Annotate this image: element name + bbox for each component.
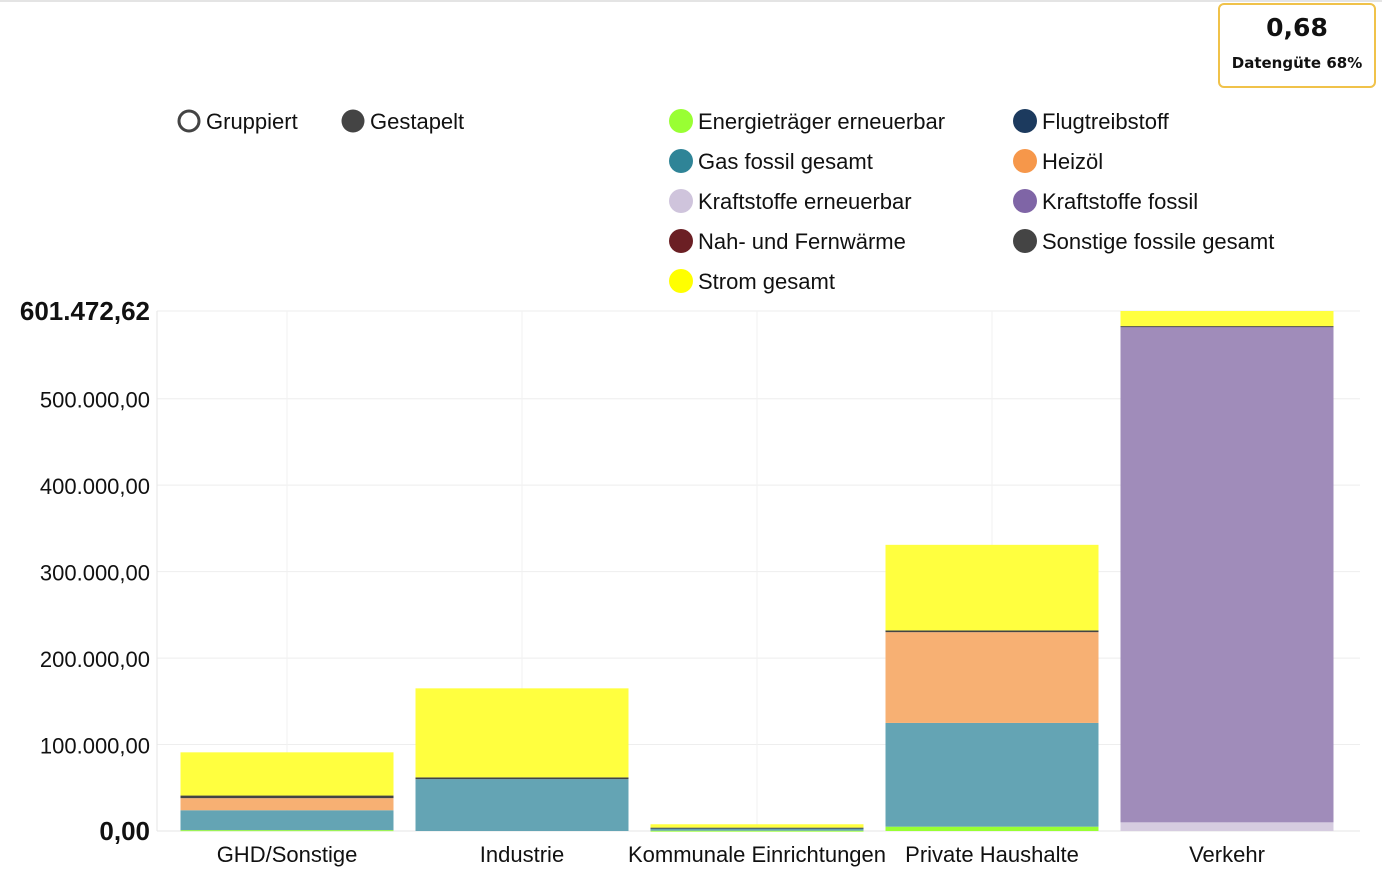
mode-option-label: Gruppiert [206, 109, 298, 134]
bar-segment-verkehr-kraftstoffe-fossil[interactable] [1120, 326, 1334, 823]
bars [180, 311, 1334, 832]
bar-segment-ghd-sonstige-sonstige-fossile-gesamt[interactable] [180, 795, 394, 799]
data-quality-card: 0,68 Datengüte 68% [1218, 3, 1376, 88]
legend-item-gas-fossil-gesamt[interactable]: Gas fossil gesamt [669, 149, 873, 174]
data-quality-value: 0,68 [1266, 13, 1328, 42]
legend-swatch-icon [669, 189, 693, 213]
y-tick-label: 400.000,00 [40, 474, 150, 499]
y-tick-label: 0,00 [99, 816, 150, 846]
bar-segment-ghd-sonstige-heiz-l[interactable] [180, 798, 394, 811]
data-quality-label: Datengüte 68% [1231, 54, 1363, 72]
bar-segment-industrie-gas-fossil-gesamt[interactable] [415, 779, 629, 831]
x-tick-label: Industrie [480, 842, 564, 867]
bar-segment-kommunale-einrichtungen-gas-fossil-gesamt[interactable] [650, 828, 864, 831]
mode-option-gruppiert[interactable]: Gruppiert [177, 109, 298, 134]
bar-segment-industrie-strom-gesamt[interactable] [415, 688, 629, 778]
legend-swatch-icon [669, 269, 693, 293]
legend-swatch-icon [1013, 229, 1037, 253]
legend-item-kraftstoffe-erneuerbar[interactable]: Kraftstoffe erneuerbar [669, 189, 912, 214]
legend-swatch-icon [1013, 149, 1037, 173]
legend-swatch-icon [1013, 189, 1037, 213]
bar-segment-private-haushalte-gas-fossil-gesamt[interactable] [885, 722, 1099, 827]
y-tick-label: 100.000,00 [40, 734, 150, 759]
legend-label: Energieträger erneuerbar [698, 109, 945, 134]
bar-segment-kommunale-einrichtungen-strom-gesamt[interactable] [650, 824, 864, 828]
radio-selected-icon [341, 109, 365, 133]
x-tick-label: GHD/Sonstige [217, 842, 358, 867]
legend-item-energietr-ger-erneuerbar[interactable]: Energieträger erneuerbar [669, 109, 945, 134]
legend-label: Flugtreibstoff [1042, 109, 1170, 134]
legend-label: Kraftstoffe fossil [1042, 189, 1198, 214]
bar-segment-kommunale-einrichtungen-sonstige-fossile-gesamt[interactable] [650, 827, 864, 829]
legend-swatch-icon [669, 109, 693, 133]
legend-swatch-icon [669, 229, 693, 253]
bar-segment-ghd-sonstige-strom-gesamt[interactable] [180, 752, 394, 796]
bar-segment-verkehr-strom-gesamt[interactable] [1120, 311, 1334, 327]
bar-segment-kommunale-einrichtungen-energietr-ger-erneuerbar[interactable] [650, 830, 864, 832]
legend-label: Kraftstoffe erneuerbar [698, 189, 912, 214]
bar-segment-private-haushalte-strom-gesamt[interactable] [885, 544, 1099, 631]
legend-item-nah-und-fernw-rme[interactable]: Nah- und Fernwärme [669, 229, 906, 254]
legend-swatch-icon [669, 149, 693, 173]
y-axis: 0,00 100.000,00 200.000,00 300.000,00 400.00… [20, 296, 150, 846]
legend-item-heiz-l[interactable]: Heizöl [1013, 149, 1103, 174]
bar-segment-industrie-sonstige-fossile-gesamt[interactable] [415, 777, 629, 780]
y-tick-label: 300.000,00 [40, 561, 150, 586]
bar-segment-ghd-sonstige-gas-fossil-gesamt[interactable] [180, 810, 394, 831]
legend-item-strom-gesamt[interactable]: Strom gesamt [669, 269, 835, 294]
y-tick-label: 500.000,00 [40, 388, 150, 413]
bar-segment-private-haushalte-sonstige-fossile-gesamt[interactable] [885, 630, 1099, 633]
legend-item-kraftstoffe-fossil[interactable]: Kraftstoffe fossil [1013, 189, 1198, 214]
legend-label: Strom gesamt [698, 269, 835, 294]
legend: Energieträger erneuerbar Flugtreibstoff Ga… [669, 109, 1274, 294]
x-axis: GHD/Sonstige Industrie Kommunale Einrichtu… [217, 842, 1265, 867]
legend-item-sonstige-fossile-gesamt[interactable]: Sonstige fossile gesamt [1013, 229, 1274, 254]
x-tick-label: Kommunale Einrichtungen [628, 842, 886, 867]
legend-label: Nah- und Fernwärme [698, 229, 906, 254]
mode-option-gestapelt[interactable]: Gestapelt [341, 109, 465, 134]
x-tick-label: Private Haushalte [905, 842, 1079, 867]
legend-item-flugtreibstoff[interactable]: Flugtreibstoff [1013, 109, 1170, 134]
bar-segment-ghd-sonstige-energietr-ger-erneuerbar[interactable] [180, 830, 394, 832]
bar-segment-verkehr-kraftstoffe-erneuerbar[interactable] [1120, 822, 1334, 831]
bar-segment-private-haushalte-heiz-l[interactable] [885, 632, 1099, 723]
legend-label: Heizöl [1042, 149, 1103, 174]
legend-swatch-icon [1013, 109, 1037, 133]
mode-option-label: Gestapelt [370, 109, 464, 134]
top-divider [0, 0, 1382, 2]
bar-segment-private-haushalte-energietr-ger-erneuerbar[interactable] [885, 826, 1099, 831]
bar-segment-verkehr-sonstige-fossile-gesamt[interactable] [1120, 326, 1334, 328]
y-tick-label: 200.000,00 [40, 647, 150, 672]
y-tick-label: 601.472,62 [20, 296, 150, 326]
radio-unselected-icon [177, 109, 201, 133]
x-tick-label: Verkehr [1189, 842, 1265, 867]
legend-label: Gas fossil gesamt [698, 149, 873, 174]
mode-toggle: Gruppiert Gestapelt [177, 109, 465, 134]
legend-label: Sonstige fossile gesamt [1042, 229, 1274, 254]
